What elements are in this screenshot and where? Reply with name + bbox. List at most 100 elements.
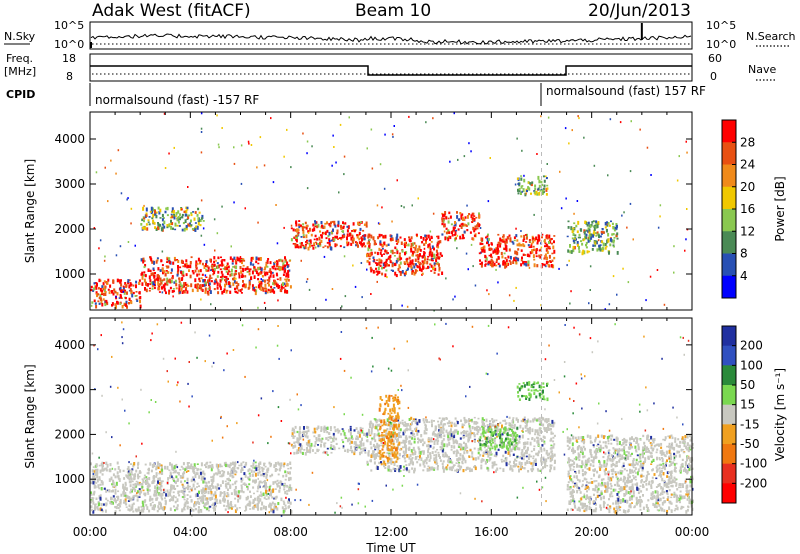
echo-cell (607, 239, 610, 243)
echo-cell (467, 439, 470, 443)
echo-cell (428, 254, 431, 257)
echo-cell (252, 479, 255, 482)
echo-cell (249, 261, 252, 266)
echo-cell (114, 488, 117, 493)
echo-cell (228, 284, 231, 288)
echo-cell (270, 289, 273, 293)
echo-cell (190, 213, 193, 217)
echo-cell (256, 497, 259, 502)
echo-cell (224, 463, 227, 468)
echo-cell (525, 422, 528, 426)
echo-cell (381, 424, 384, 427)
echo-cell (404, 251, 406, 256)
echo-cell (389, 237, 392, 241)
echo-cell (353, 441, 356, 445)
echo-cell (355, 443, 358, 446)
echo-cell (226, 478, 229, 481)
echo-cell (546, 184, 549, 187)
echo-cell (612, 241, 615, 244)
echo-cell (125, 506, 128, 508)
noise-cell (213, 218, 216, 221)
echo-cell (167, 279, 170, 283)
echo-cell (398, 431, 401, 436)
echo-cell (112, 501, 114, 505)
echo-cell (147, 268, 150, 272)
echo-cell (536, 242, 539, 245)
echo-cell (316, 225, 319, 229)
echo-cell (374, 424, 377, 427)
echo-cell (510, 448, 513, 453)
echo-cell (513, 236, 516, 239)
echo-cell (436, 436, 439, 440)
echo-cell (541, 444, 544, 447)
echo-cell (599, 235, 602, 238)
echo-cell (574, 436, 577, 440)
echo-cell (367, 235, 370, 239)
echo-cell (122, 469, 125, 472)
echo-cell (444, 236, 447, 241)
echo-cell (126, 468, 129, 471)
echo-cell (250, 258, 253, 262)
echo-cell (381, 243, 384, 247)
echo-cell (404, 444, 407, 449)
echo-cell (613, 245, 615, 248)
echo-cell (483, 451, 485, 454)
freq-tick-bottom: 8 (66, 70, 73, 83)
echo-cell (94, 503, 97, 507)
echo-cell (381, 272, 384, 276)
echo-cell (468, 455, 471, 458)
echo-cell (223, 290, 225, 293)
echo-cell (232, 471, 235, 475)
echo-cell (178, 290, 181, 294)
echo-cell (309, 447, 312, 449)
noise-cell (432, 117, 434, 120)
echo-cell (271, 501, 274, 505)
echo-cell (512, 447, 515, 450)
echo-cell (401, 249, 404, 253)
echo-cell (340, 227, 343, 230)
echo-cell (143, 476, 146, 480)
echo-cell (546, 454, 549, 457)
echo-cell (170, 226, 173, 230)
echo-cell (149, 256, 152, 260)
echo-cell (166, 256, 169, 259)
echo-cell (529, 182, 532, 185)
noise-cell (568, 259, 570, 262)
echo-cell (201, 217, 203, 220)
echo-cell (114, 499, 117, 504)
echo-cell (610, 442, 613, 445)
echo-cell (211, 466, 214, 469)
echo-cell (348, 437, 351, 441)
echo-cell (408, 469, 411, 474)
echo-cell (515, 234, 518, 238)
nave-tick-top: 60 (708, 52, 722, 65)
echo-cell (358, 231, 361, 235)
echo-cell (533, 445, 536, 448)
echo-cell (147, 221, 150, 223)
echo-cell (240, 257, 243, 260)
echo-cell (146, 283, 149, 287)
echo-cell (458, 218, 461, 222)
echo-cell (314, 441, 317, 445)
echo-cell (380, 234, 383, 237)
echo-cell (193, 463, 196, 468)
echo-cell (248, 281, 251, 286)
echo-cell (197, 269, 200, 273)
echo-cell (368, 245, 371, 249)
echo-cell (211, 496, 214, 500)
echo-cell (547, 260, 550, 264)
echo-cell (473, 228, 476, 233)
echo-cell (233, 280, 236, 284)
echo-cell (604, 247, 607, 250)
echo-cell (495, 455, 498, 458)
echo-cell (122, 485, 125, 490)
echo-cell (282, 508, 285, 511)
echo-cell (598, 247, 601, 251)
noise-cell (306, 278, 309, 281)
echo-cell (260, 289, 263, 292)
echo-cell (466, 466, 469, 470)
echo-cell (467, 433, 470, 437)
echo-cell (436, 462, 439, 465)
echo-cell (552, 424, 555, 428)
echo-cell (153, 286, 156, 290)
